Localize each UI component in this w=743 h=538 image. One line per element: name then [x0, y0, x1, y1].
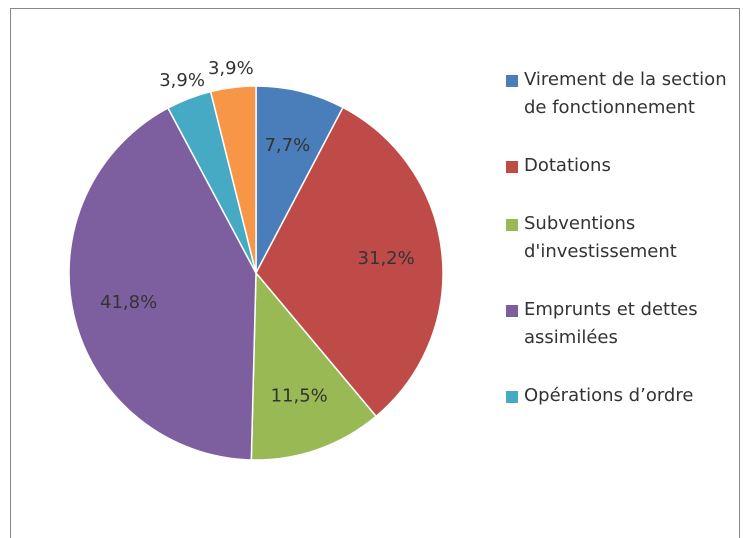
legend-swatch	[506, 219, 518, 231]
legend-item: Dotations	[503, 152, 733, 180]
pie-slice	[68, 106, 257, 461]
chart-frame	[10, 8, 740, 538]
data-label: 3,9%	[208, 58, 254, 79]
legend-label: Dotations	[524, 155, 611, 176]
legend-label: Opérations d’ordre	[524, 385, 694, 406]
legend-swatch	[506, 391, 518, 403]
legend-swatch	[506, 75, 518, 87]
legend-item: Virement de la section de fonctionnement	[503, 66, 733, 122]
data-label: 31,2%	[358, 248, 415, 269]
legend-swatch	[506, 161, 518, 173]
legend-item: Opérations d’ordre	[503, 382, 733, 410]
data-label: 11,5%	[271, 386, 328, 407]
data-label: 41,8%	[100, 292, 157, 313]
data-label: 3,9%	[159, 70, 205, 91]
legend-label: Emprunts et dettes assimilées	[524, 299, 698, 348]
legend: Virement de la section de fonctionnement…	[503, 66, 733, 410]
legend-swatch	[506, 305, 518, 317]
legend-item: Emprunts et dettes assimilées	[503, 296, 733, 352]
legend-label: Subventions d'investissement	[524, 213, 677, 262]
data-label: 7,7%	[264, 135, 310, 156]
legend-item: Subventions d'investissement	[503, 210, 733, 266]
pie-slice	[209, 85, 257, 274]
pie-slice	[255, 106, 444, 418]
pie-slice	[250, 270, 378, 461]
legend-label: Virement de la section de fonctionnement	[524, 69, 727, 118]
